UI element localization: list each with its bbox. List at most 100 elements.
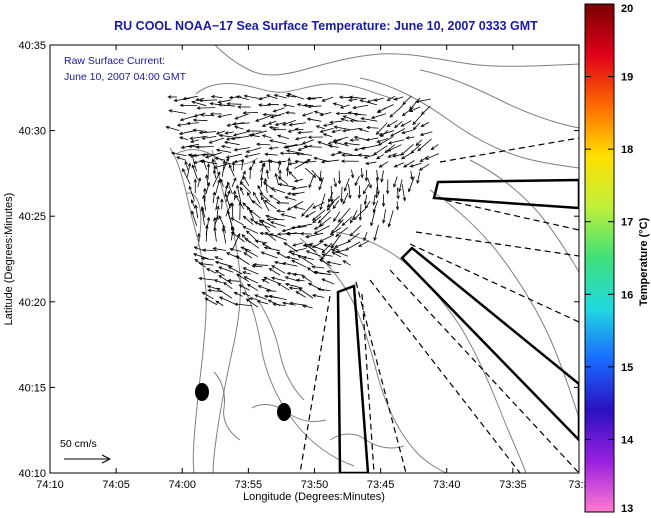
colorbar-tick-label: 19 [621, 72, 633, 84]
current-vector [353, 135, 367, 141]
current-vector [259, 192, 271, 203]
current-vector [186, 121, 200, 126]
y-tick-label: 40:30 [18, 126, 46, 138]
current-vector [412, 122, 421, 131]
colorbar [584, 3, 615, 513]
current-vector [213, 279, 223, 284]
current-vector [245, 147, 262, 153]
current-vector [415, 139, 423, 147]
current-vector [272, 302, 286, 307]
current-vector [259, 176, 264, 187]
current-vector [380, 170, 384, 183]
current-vector [288, 286, 298, 290]
current-vector [245, 298, 259, 308]
current-vector [215, 195, 220, 211]
current-vector [190, 199, 196, 209]
current-vector [301, 203, 314, 217]
current-vector [340, 159, 359, 163]
current-vector [224, 192, 231, 209]
current-vector [385, 179, 390, 195]
current-vector [280, 213, 297, 219]
current-vector [420, 105, 431, 116]
current-vector [226, 181, 233, 195]
current-vector [179, 136, 188, 141]
current-vector [269, 139, 287, 145]
current-vector [269, 221, 286, 227]
current-vector [372, 195, 376, 206]
current-vector [387, 152, 397, 158]
current-vector [210, 94, 223, 99]
current-vector [308, 176, 314, 189]
current-vector [225, 190, 231, 203]
current-vector [232, 232, 241, 250]
current-vector [218, 133, 234, 138]
current-vector [331, 251, 342, 258]
current-vector [326, 270, 340, 274]
current-vector [282, 261, 298, 267]
current-vector [223, 282, 233, 290]
current-vector [277, 160, 282, 171]
current-vector [267, 120, 277, 125]
current-vector [333, 177, 338, 188]
current-vector [349, 138, 359, 142]
current-vector [206, 268, 217, 274]
x-tick-label: 73:55 [235, 479, 263, 491]
current-vector [225, 136, 241, 141]
current-vector [286, 191, 299, 196]
current-vector [199, 113, 215, 117]
current-vector [286, 271, 298, 276]
current-note-line1: Raw Surface Current: [64, 55, 165, 67]
current-vector [326, 201, 335, 211]
current-vector [267, 158, 272, 172]
current-vector [349, 119, 367, 123]
y-tick-label: 40:10 [18, 468, 46, 480]
current-vector [308, 244, 325, 251]
current-vector [297, 144, 313, 151]
current-vector [260, 251, 278, 259]
bay-inner-shore [195, 83, 399, 101]
current-vector [240, 158, 245, 171]
current-vector [304, 244, 317, 252]
current-vector [401, 106, 414, 117]
current-vector [301, 304, 313, 309]
current-vector [362, 184, 370, 195]
current-vector [239, 186, 244, 196]
current-vector [254, 239, 268, 244]
current-vector [364, 200, 371, 209]
current-vector [277, 134, 290, 140]
current-vector [212, 247, 226, 251]
x-tick-label: 74:05 [102, 479, 130, 491]
current-vector [317, 210, 331, 224]
current-vector [398, 179, 403, 193]
current-vector [217, 99, 232, 104]
current-vector [242, 111, 259, 115]
current-vector [282, 119, 297, 126]
current-vector [286, 92, 304, 100]
current-vector [204, 297, 218, 306]
current-vector [293, 178, 303, 183]
current-vector [268, 146, 279, 150]
current-vector [218, 214, 224, 225]
current-vector [254, 294, 267, 300]
current-vector [201, 153, 216, 157]
current-vector [288, 122, 307, 127]
current-vector [337, 208, 351, 223]
current-vector [390, 128, 406, 137]
current-vector [218, 296, 236, 305]
current-vector [263, 199, 277, 210]
current-vector [339, 104, 350, 109]
current-vector [311, 209, 326, 221]
current-vector [208, 137, 225, 144]
current-vector [203, 187, 207, 202]
current-vector [358, 128, 369, 133]
current-vector [322, 123, 334, 127]
current-vector [401, 129, 413, 135]
current-vector [200, 256, 214, 261]
current-vector [333, 125, 351, 131]
current-vector [363, 231, 368, 242]
current-vector [400, 120, 412, 127]
current-vector [215, 269, 225, 277]
current-vector [302, 255, 315, 261]
current-vector [301, 139, 315, 145]
current-vector [332, 102, 343, 107]
